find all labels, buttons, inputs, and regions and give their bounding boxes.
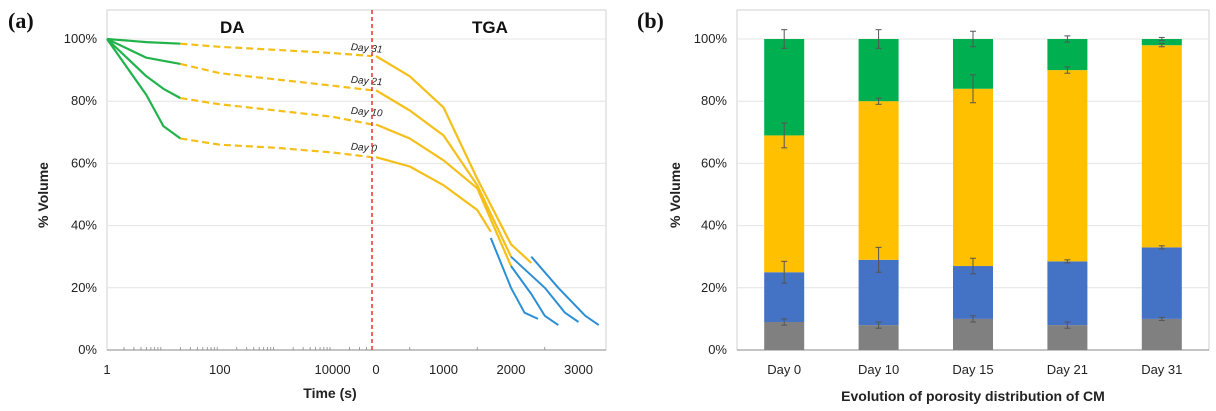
line-day-0-tga-tail bbox=[489, 237, 539, 320]
panel-b-stacked-bar-chart: (b) 0% 20% 40% 60% 80% 100% Day 0 Day 10 Day 15… bbox=[637, 8, 1210, 404]
error-bar-day-31-segment-4 bbox=[1158, 36, 1165, 42]
bar-day-21-segment-1 bbox=[1047, 325, 1088, 350]
bar-day-15-segment-2 bbox=[953, 266, 993, 319]
line-day-31-da-solid bbox=[106, 37, 181, 45]
region-label-da: DA bbox=[220, 18, 245, 37]
series-label-day-21: Day 21 bbox=[350, 75, 383, 89]
bar-day-21-segment-3 bbox=[1047, 70, 1088, 262]
panel-b-y-tick-label: 100% bbox=[694, 31, 728, 46]
error-bar-day-31-segment-3 bbox=[1158, 43, 1165, 48]
panel-a-series: Day 31 Day 21 Day 10 Day 0 bbox=[106, 37, 600, 326]
error-bar-day-10-segment-4 bbox=[875, 29, 882, 49]
bar-day-31-segment-3 bbox=[1141, 45, 1182, 248]
panel-a-label: (a) bbox=[8, 8, 34, 33]
panel-a-y-tick-label: 100% bbox=[64, 31, 98, 46]
panel-b-category-labels: Day 0 Day 10 Day 15 Day 21 Day 31 bbox=[767, 362, 1182, 377]
panel-b-y-tick-label: 80% bbox=[701, 93, 727, 108]
series-label-day-0: Day 0 bbox=[350, 142, 377, 155]
error-bar-day-21-segment-4 bbox=[1064, 35, 1071, 43]
line-day-10-tga bbox=[375, 123, 513, 267]
panel-b-x-axis-label: Evolution of porosity distribution of CM bbox=[841, 388, 1105, 404]
panel-a-x-tick-label-tga: 0 bbox=[372, 362, 379, 377]
panel-a-y-tick-label: 40% bbox=[71, 218, 97, 233]
panel-a-x-tick-label-tga: 1000 bbox=[429, 362, 458, 377]
error-bar-day-15-segment-4 bbox=[970, 30, 976, 48]
category-label-day-0: Day 0 bbox=[767, 362, 801, 377]
bar-day-0-segment-3 bbox=[764, 135, 805, 273]
bar-day-15-segment-3 bbox=[953, 88, 993, 267]
panel-b-y-tick-label: 40% bbox=[701, 218, 727, 233]
panel-a-x-axis-label: Time (s) bbox=[303, 385, 356, 401]
error-bar-day-21-segment-1 bbox=[1064, 321, 1071, 329]
error-bar-day-0-segment-1 bbox=[781, 318, 788, 326]
line-day-10-da-solid bbox=[106, 38, 181, 100]
error-bar-day-31-segment-1 bbox=[1158, 316, 1165, 321]
panel-b-y-tick-label: 0% bbox=[708, 342, 727, 357]
panel-a-x-tick-label-da: 10000 bbox=[315, 362, 351, 377]
error-bar-day-10-segment-1 bbox=[875, 321, 882, 329]
line-day-21-tga bbox=[375, 89, 512, 258]
region-label-tga: TGA bbox=[472, 18, 508, 37]
panel-a-y-axis-label: % Volume bbox=[35, 162, 51, 228]
line-day-21-da-dashed bbox=[180, 62, 373, 92]
bar-day-31-segment-4 bbox=[1141, 39, 1182, 46]
error-bar-day-21-segment-3 bbox=[1064, 66, 1071, 74]
bar-day-21-segment-2 bbox=[1047, 261, 1088, 326]
bar-day-15-segment-1 bbox=[953, 318, 993, 350]
line-day-0-da-dashed bbox=[180, 137, 373, 159]
line-day-21-da-solid bbox=[106, 38, 181, 65]
bar-day-31-segment-1 bbox=[1141, 318, 1182, 350]
panel-b-bars bbox=[764, 29, 1182, 350]
panel-b-label: (b) bbox=[637, 8, 664, 33]
panel-a-x-tick-label-tga: 2000 bbox=[497, 362, 526, 377]
panel-a-y-tick-labels: 0% 20% 40% 60% 80% 100% bbox=[64, 31, 98, 357]
panel-a-y-tick-label: 60% bbox=[71, 155, 97, 170]
error-bar-day-0-segment-2 bbox=[781, 260, 788, 284]
error-bar-day-31-segment-2 bbox=[1158, 245, 1165, 250]
line-day-10-tga-tail bbox=[510, 265, 559, 326]
bar-day-21-segment-4 bbox=[1047, 39, 1088, 71]
panel-a-x-tick-label-tga: 3000 bbox=[564, 362, 593, 377]
series-label-day-31: Day 31 bbox=[350, 42, 383, 56]
error-bar-day-15-segment-2 bbox=[970, 257, 976, 275]
error-bar-day-15-segment-1 bbox=[970, 315, 976, 323]
panel-b-y-axis-label: % Volume bbox=[667, 162, 683, 228]
line-day-0-da-solid bbox=[106, 38, 182, 140]
line-day-31-da-dashed bbox=[180, 42, 373, 58]
line-day-0-tga bbox=[375, 156, 492, 233]
panel-a-plot-area bbox=[106, 9, 607, 351]
panel-a-x-tick-labels: 1 100 10000 0 1000 2000 3000 bbox=[103, 347, 593, 377]
panel-a-line-chart: (a) 0% 20% 40% 60% 80% 100% 1 100 10000 0 1000 200… bbox=[8, 8, 607, 401]
bar-day-0-segment-4 bbox=[764, 39, 805, 136]
error-bar-day-15-segment-3 bbox=[970, 74, 976, 104]
panel-b-y-tick-label: 60% bbox=[701, 155, 727, 170]
category-label-day-15: Day 15 bbox=[952, 362, 993, 377]
category-label-day-10: Day 10 bbox=[858, 362, 899, 377]
error-bar-day-0-segment-3 bbox=[781, 122, 788, 149]
error-bar-day-21-segment-2 bbox=[1064, 259, 1071, 264]
line-day-10-da-dashed bbox=[180, 97, 373, 126]
panel-b-y-tick-label: 20% bbox=[701, 280, 727, 295]
category-label-day-21: Day 21 bbox=[1047, 362, 1088, 377]
line-day-31-tga bbox=[375, 55, 533, 264]
panel-a-y-tick-label: 0% bbox=[78, 342, 97, 357]
panel-a-y-tick-label: 20% bbox=[71, 280, 97, 295]
panel-a-x-tick-label-da: 100 bbox=[209, 362, 231, 377]
panel-a-x-tick-label-da: 1 bbox=[103, 362, 110, 377]
error-bar-day-0-segment-4 bbox=[781, 29, 788, 49]
error-bar-day-10-segment-3 bbox=[875, 97, 882, 105]
line-day-31-tga-tail bbox=[530, 256, 600, 326]
line-day-21-tga-tail bbox=[510, 255, 580, 323]
bar-day-10-segment-1 bbox=[858, 325, 899, 350]
error-bar-day-10-segment-2 bbox=[875, 246, 882, 273]
bar-day-31-segment-2 bbox=[1141, 247, 1182, 319]
bar-day-10-segment-3 bbox=[858, 101, 899, 260]
panel-b-y-tick-labels: 0% 20% 40% 60% 80% 100% bbox=[694, 31, 728, 357]
bar-day-0-segment-1 bbox=[764, 322, 805, 350]
panel-a-y-tick-label: 80% bbox=[71, 93, 97, 108]
bar-day-10-segment-4 bbox=[858, 39, 899, 102]
series-label-day-10: Day 10 bbox=[350, 106, 383, 120]
category-label-day-31: Day 31 bbox=[1141, 362, 1182, 377]
